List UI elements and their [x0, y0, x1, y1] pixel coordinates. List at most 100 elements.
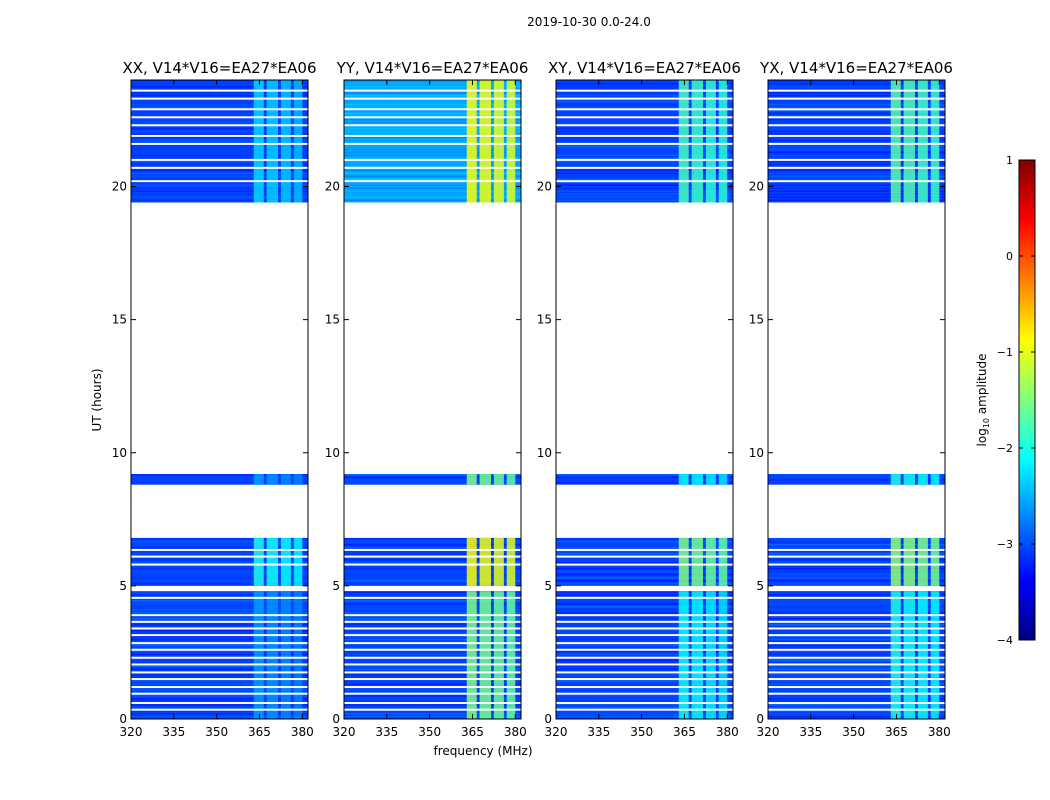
rfi-band	[890, 537, 901, 586]
y-tick-label: 5	[756, 579, 764, 593]
noise-row	[131, 707, 308, 709]
noise-row	[556, 707, 733, 709]
noise-row	[344, 537, 521, 540]
noise-row	[768, 175, 945, 178]
rfi-band	[466, 591, 477, 719]
noise-row	[344, 151, 521, 154]
noise-row	[556, 632, 733, 635]
noise-row	[768, 674, 945, 676]
x-tick-label: 320	[545, 725, 568, 739]
noise-row	[768, 567, 945, 570]
noise-row	[556, 474, 733, 476]
noise-row	[344, 591, 521, 593]
noise-row	[344, 653, 521, 656]
noise-row	[344, 136, 521, 139]
noise-row	[556, 629, 733, 632]
noise-row	[556, 689, 733, 691]
x-tick-label: 350	[418, 725, 441, 739]
rfi-band	[930, 80, 940, 203]
noise-row	[131, 145, 308, 148]
noise-row	[344, 479, 521, 481]
flag-line	[556, 142, 733, 145]
noise-row	[768, 662, 945, 665]
noise-row	[344, 564, 521, 567]
noise-row	[768, 638, 945, 641]
noise-row	[768, 644, 945, 647]
panel-yy: YY, V14*V16=EA27*EA06 320 335 350 365 380 0 5 10…	[325, 59, 529, 739]
rfi-band	[678, 80, 689, 203]
flag-line	[344, 686, 521, 689]
noise-row	[344, 582, 521, 585]
rfi-band	[917, 537, 928, 586]
noise-row	[556, 82, 733, 85]
flag-line	[768, 702, 945, 705]
x-tick-label: 335	[799, 725, 822, 739]
x-tick-label: 380	[716, 725, 739, 739]
rfi-band	[718, 474, 728, 485]
noise-row	[131, 85, 308, 88]
noise-row	[556, 130, 733, 133]
rfi-band	[280, 537, 291, 586]
noise-row	[768, 184, 945, 187]
flag-line	[556, 158, 733, 161]
y-tick-label: 0	[119, 712, 127, 726]
noise-row	[344, 707, 521, 709]
noise-row	[768, 133, 945, 136]
flag-line	[344, 563, 521, 566]
flag-line	[131, 166, 308, 169]
noise-row	[556, 576, 733, 579]
panel-yx: YX, V14*V16=EA27*EA06 320 335 350 365 380 0 5 10…	[749, 59, 953, 739]
noise-row	[556, 695, 733, 697]
noise-row	[768, 665, 945, 667]
flag-line	[556, 555, 733, 558]
noise-row	[344, 193, 521, 196]
noise-row	[768, 653, 945, 656]
flag-line	[344, 708, 521, 711]
noise-row	[344, 163, 521, 166]
noise-row	[344, 133, 521, 136]
rfi-band	[293, 591, 303, 719]
flag-line	[344, 134, 521, 137]
noise-row	[131, 118, 308, 121]
noise-row	[344, 674, 521, 676]
noise-row	[131, 100, 308, 103]
noise-row	[556, 196, 733, 198]
noise-row	[344, 701, 521, 703]
flag-line	[556, 124, 733, 127]
noise-row	[131, 476, 308, 479]
flag-line	[131, 596, 308, 599]
rfi-band	[930, 474, 940, 485]
flag-line	[556, 648, 733, 651]
noise-row	[556, 540, 733, 543]
noise-row	[768, 540, 945, 543]
noise-row	[131, 136, 308, 139]
noise-row	[768, 190, 945, 193]
flag-line	[131, 555, 308, 558]
flag-line	[131, 656, 308, 659]
noise-row	[344, 121, 521, 124]
figure-title: 2019-10-30 0.0-24.0	[527, 15, 651, 29]
noise-row	[344, 623, 521, 626]
flag-line	[131, 702, 308, 705]
flag-line	[556, 89, 733, 92]
noise-row	[768, 172, 945, 175]
rfi-band	[293, 537, 303, 586]
noise-row	[556, 160, 733, 163]
noise-row	[768, 579, 945, 582]
noise-row	[768, 668, 945, 670]
noise-row	[131, 482, 308, 484]
noise-row	[556, 145, 733, 148]
noise-row	[768, 576, 945, 579]
noise-row	[768, 606, 945, 608]
flag-line	[344, 89, 521, 92]
noise-row	[344, 561, 521, 564]
noise-row	[344, 567, 521, 570]
noise-row	[556, 169, 733, 172]
noise-row	[131, 157, 308, 160]
rfi-band	[493, 474, 504, 485]
flag-line	[131, 634, 308, 637]
y-tick-label: 15	[325, 313, 340, 327]
noise-row	[556, 674, 733, 676]
y-tick-label: 15	[112, 313, 127, 327]
